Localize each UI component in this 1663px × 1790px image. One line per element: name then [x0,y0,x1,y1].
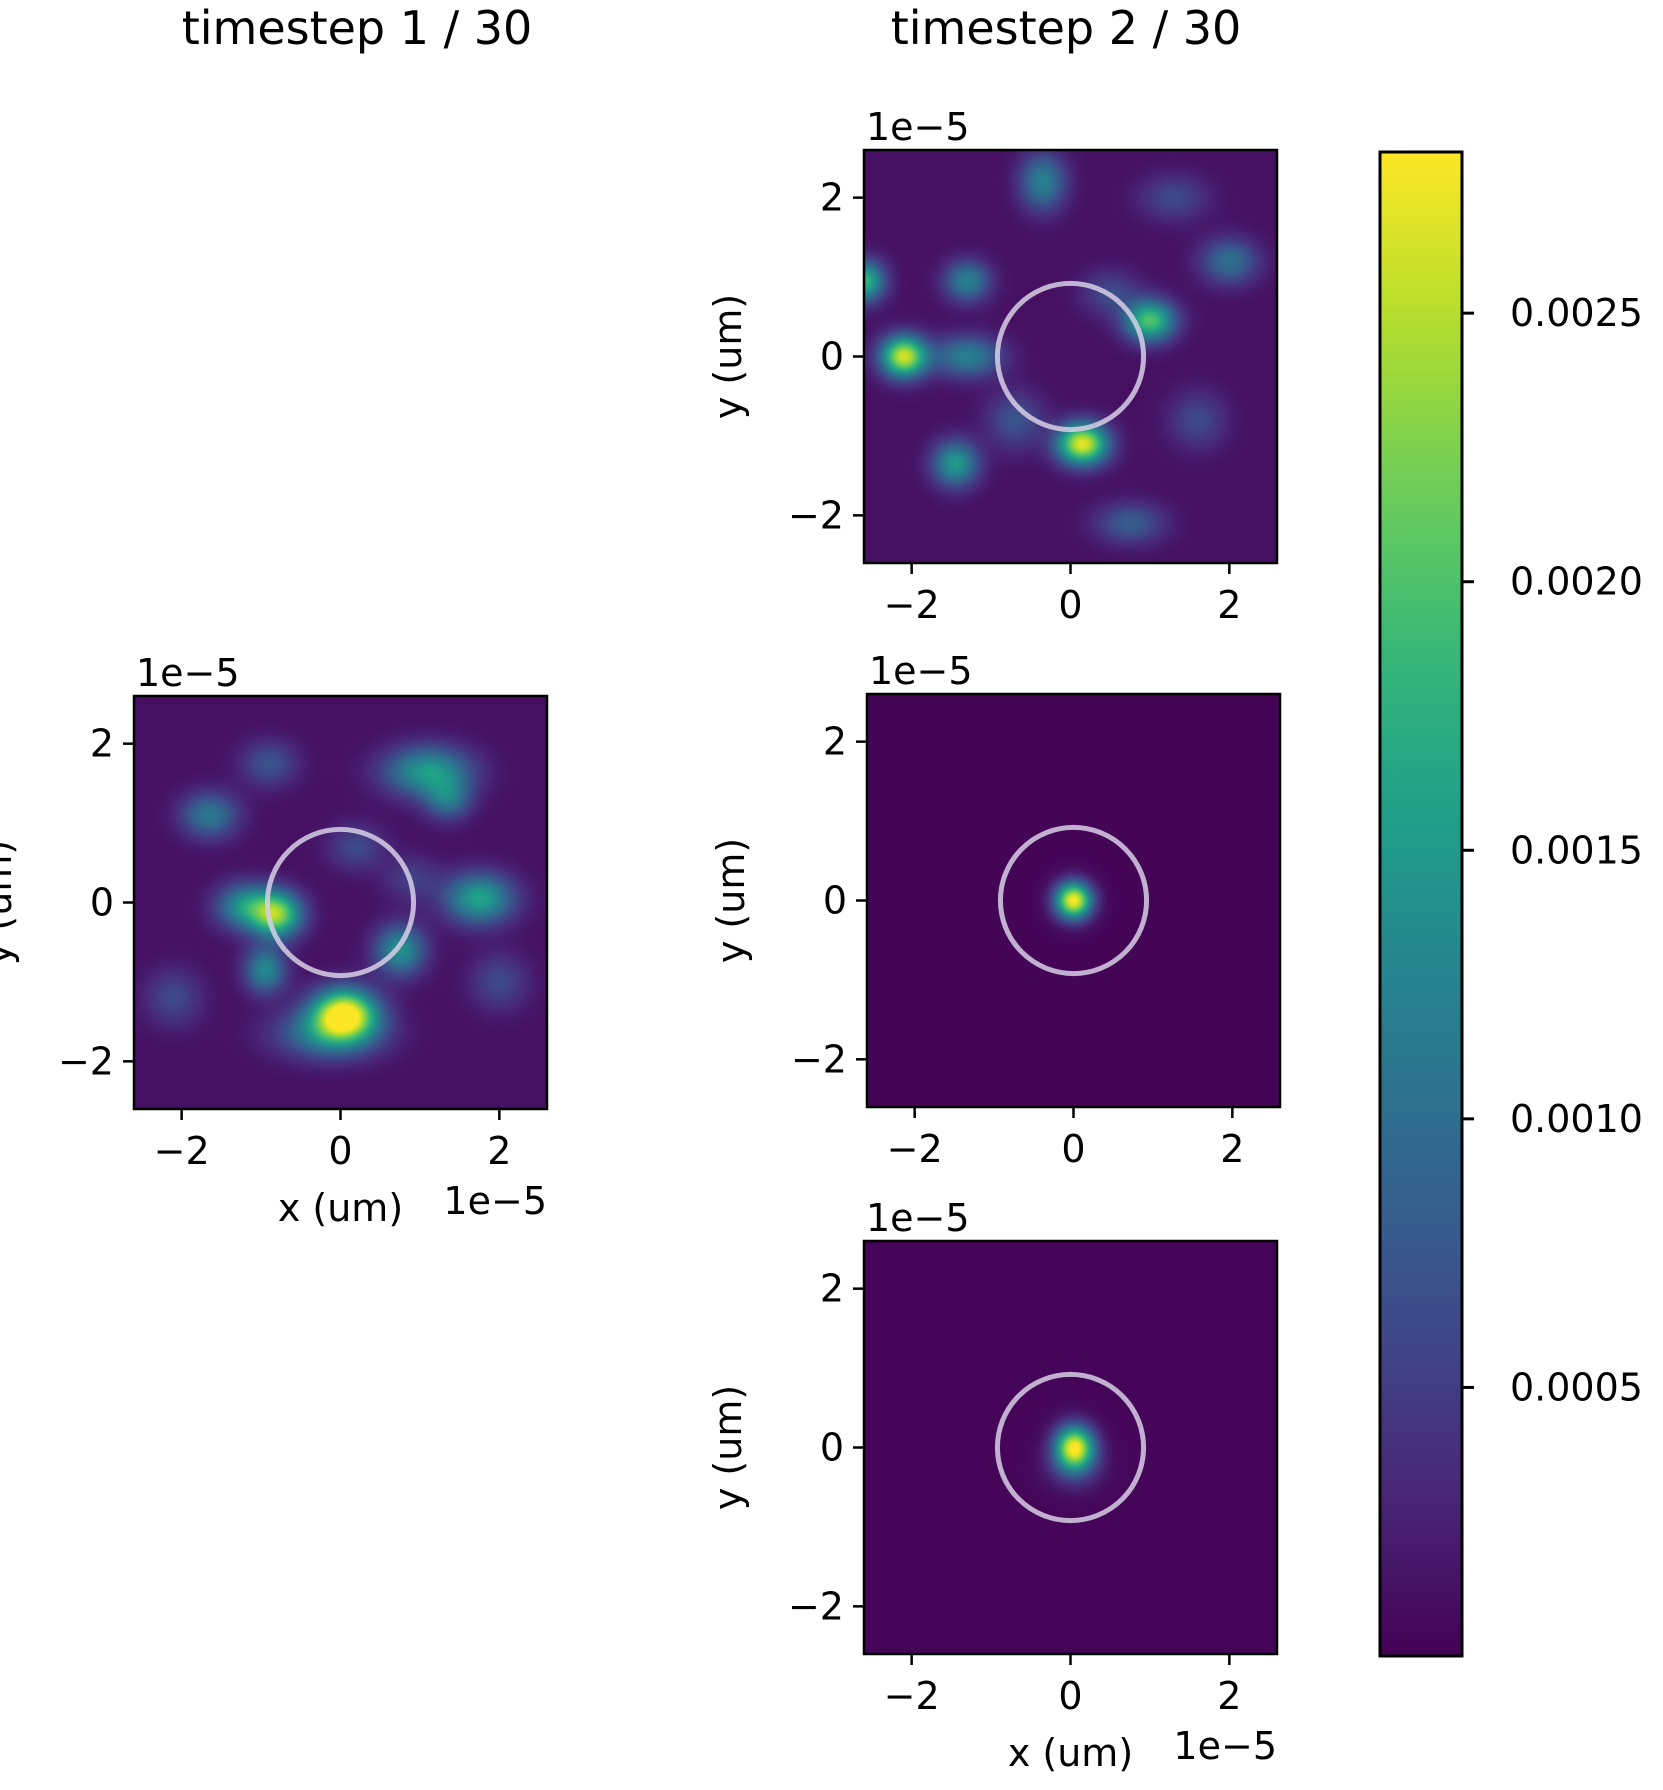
y-tick-label: 0 [823,879,847,923]
x-tick-label: 2 [1217,583,1241,627]
y-offset-label: 1e−5 [866,1196,970,1240]
heatmap-image [864,1241,1277,1654]
x-tick-label: 2 [487,1129,511,1173]
y-tick-label: 0 [820,335,844,379]
x-tick-label: 2 [1217,1674,1241,1718]
y-offset-label: 1e−5 [869,649,973,693]
y-axis-label: y (um) [706,294,750,419]
heatmap-image [867,694,1280,1107]
colorbar-tick-label: 0.0025 [1510,291,1643,335]
y-tick-label: 2 [823,720,847,764]
heatmap-panel-1: −2 0 2 −2 0 2 1e−5 y (um) x (um) 1e−5 [0,651,549,1230]
y-axis-label: y (um) [0,840,20,965]
x-tick-label: −2 [884,1674,940,1718]
x-tick-label: 0 [1061,1127,1085,1171]
aperture-circle [997,824,1150,977]
x-tick-label: 0 [1058,1674,1082,1718]
y-axis-label: y (um) [709,838,753,963]
colorbar-tick-label: 0.0010 [1510,1097,1643,1141]
y-axis-label: y (um) [706,1385,750,1510]
x-tick-label: −2 [154,1129,210,1173]
y-tick-label: 2 [90,722,114,766]
y-offset-label: 1e−5 [866,105,970,149]
x-axis-label: x (um) [1008,1731,1133,1775]
heatmap-panels: −2 0 2 −2 0 2 1e−5 y (um) x (um) 1e−5 −2 0 2 −2 0 2 1e−5… [0,105,1282,1775]
aperture-circle [264,826,417,979]
colorbar-tick-label: 0.0005 [1510,1365,1643,1409]
x-tick-label: 0 [328,1129,352,1173]
aperture-circle [994,280,1147,433]
y-tick-label: −2 [788,493,844,537]
x-tick-label: 0 [1058,583,1082,627]
y-tick-label: −2 [58,1039,114,1083]
colorbar-gradient [1380,152,1462,1656]
y-tick-label: 2 [820,176,844,220]
y-tick-label: 2 [820,1267,844,1311]
heatmap-panel-4: −2 0 2 −2 0 2 1e−5 y (um) x (um) 1e−5 [706,1196,1279,1775]
colorbar: 0.0005 0.0010 0.0015 0.0020 0.0025 [1378,150,1643,1658]
y-tick-label: −2 [791,1037,847,1081]
heatmap-image [864,150,1277,563]
heatmap-image [134,696,547,1109]
column-title-timestep-2: timestep 2 / 30 [891,1,1242,55]
aperture-circle [994,1371,1147,1524]
x-axis-label: x (um) [278,1186,403,1230]
heatmap-panel-3: −2 0 2 −2 0 2 1e−5 y (um) [709,649,1282,1171]
x-tick-label: 2 [1220,1127,1244,1171]
y-tick-label: 0 [90,881,114,925]
colorbar-tick-label: 0.0020 [1510,560,1643,604]
x-tick-label: −2 [887,1127,943,1171]
y-tick-label: −2 [788,1584,844,1628]
y-offset-label: 1e−5 [136,651,240,695]
colorbar-frame [1378,150,1464,1658]
heatmap-panel-2: −2 0 2 −2 0 2 1e−5 y (um) [706,105,1279,627]
colorbar-tick-label: 0.0015 [1510,828,1643,872]
x-tick-label: −2 [884,583,940,627]
x-offset-label: 1e−5 [443,1179,547,1223]
column-title-timestep-1: timestep 1 / 30 [182,1,533,55]
y-tick-label: 0 [820,1426,844,1470]
x-offset-label: 1e−5 [1173,1724,1277,1768]
